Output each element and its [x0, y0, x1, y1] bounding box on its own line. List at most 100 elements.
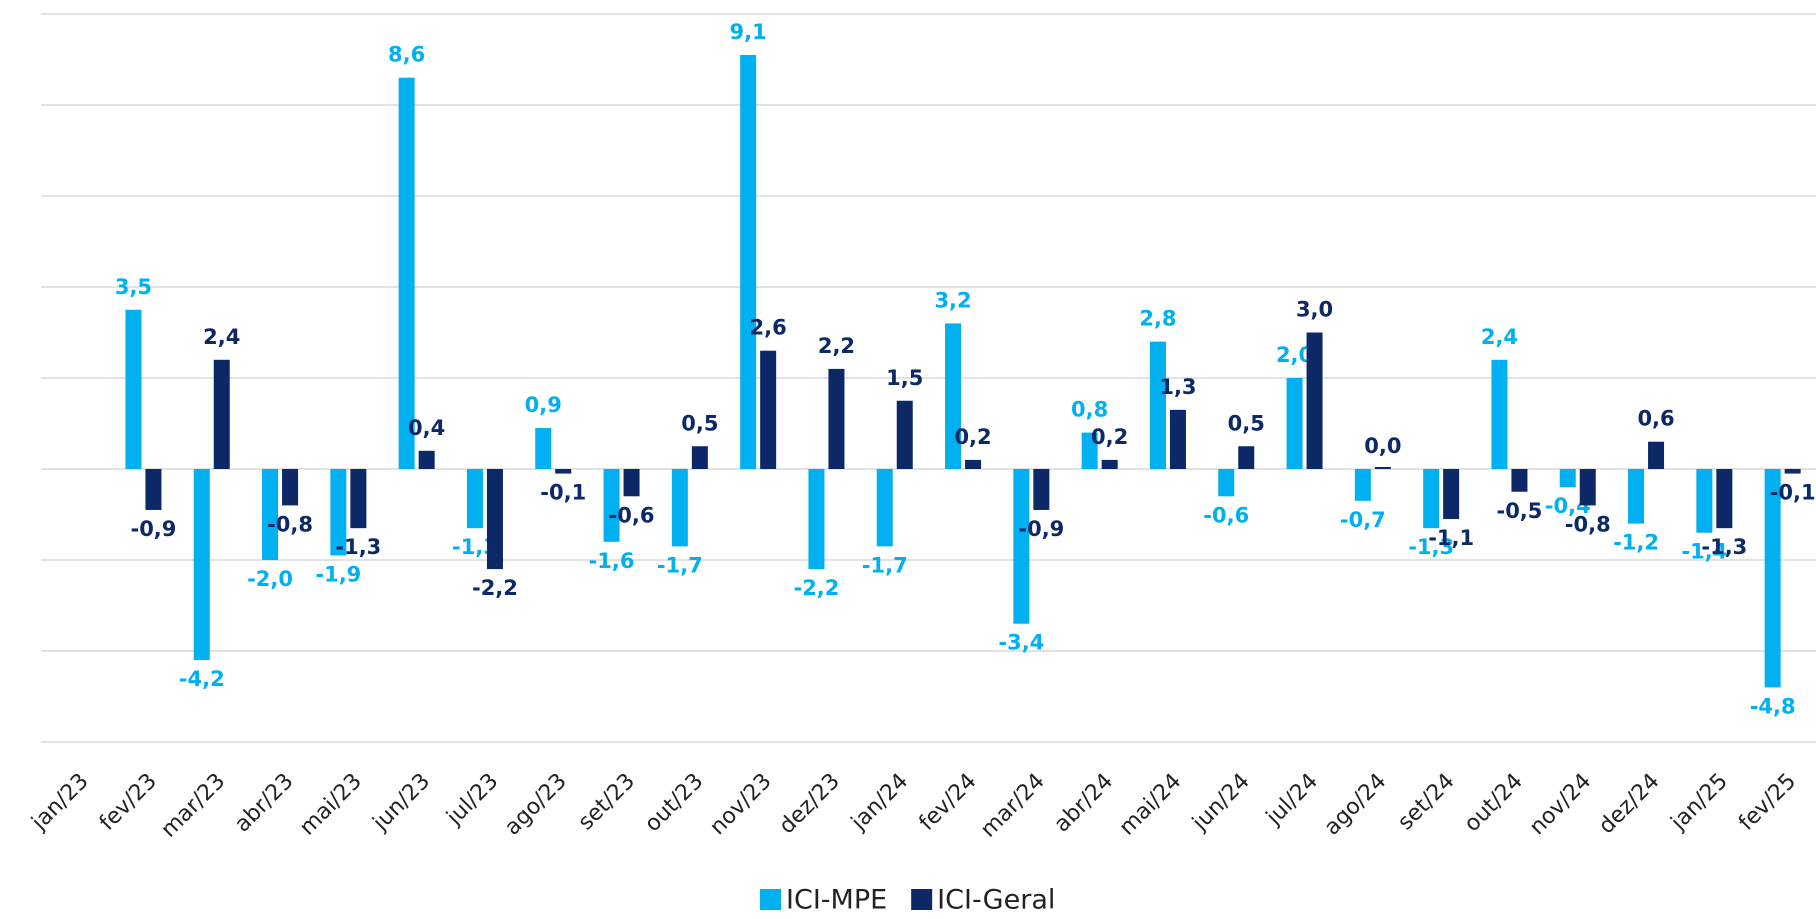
bar	[1716, 469, 1733, 529]
value-label: -0,8	[1565, 512, 1611, 536]
value-label: -0,8	[267, 512, 313, 536]
value-label: -4,8	[1750, 694, 1796, 718]
bar	[1423, 469, 1440, 529]
x-tick-label: jan/23	[26, 769, 93, 836]
value-label: 9,1	[730, 20, 767, 44]
bar	[1579, 469, 1596, 506]
x-tick-label: jul/24	[1261, 769, 1323, 831]
x-tick-label: fev/23	[95, 769, 162, 836]
bar	[1306, 332, 1323, 469]
bar	[896, 400, 913, 469]
bar	[330, 469, 347, 556]
bar	[1101, 459, 1118, 469]
value-label: 1,5	[886, 366, 923, 390]
bar	[1764, 469, 1781, 688]
bar	[760, 350, 777, 469]
bar	[535, 428, 552, 469]
value-label: -0,6	[1203, 503, 1249, 527]
value-label: -0,6	[609, 503, 655, 527]
value-label: 2,4	[203, 325, 240, 349]
bar	[1648, 441, 1665, 469]
value-label: 0,4	[408, 416, 445, 440]
x-tick-label: mai/23	[295, 769, 367, 841]
legend-swatch	[911, 889, 933, 910]
bar	[828, 368, 845, 469]
value-label: -0,7	[1340, 508, 1386, 532]
bar	[1013, 469, 1030, 624]
x-tick-label: ago/24	[1320, 769, 1392, 841]
value-label: -2,2	[793, 576, 839, 600]
bar	[1149, 341, 1166, 469]
value-label: 3,0	[1296, 298, 1333, 322]
value-label: 2,4	[1481, 325, 1518, 349]
value-label: 0,0	[1364, 434, 1401, 458]
value-label: -0,9	[1018, 517, 1064, 541]
value-label: 3,5	[115, 275, 152, 299]
bar	[1696, 469, 1713, 533]
bar	[1238, 446, 1255, 469]
x-tick-label: mai/24	[1115, 769, 1187, 841]
bar	[945, 323, 962, 469]
x-tick-label: jan/25	[1666, 769, 1733, 836]
bar	[740, 54, 757, 469]
bar	[145, 469, 162, 510]
value-label: -1,3	[1408, 535, 1454, 559]
value-label: -2,2	[472, 576, 518, 600]
x-tick-label: ago/23	[500, 769, 572, 841]
bar	[808, 469, 825, 570]
value-label: -1,1	[1428, 526, 1474, 550]
bar	[1784, 469, 1801, 474]
value-label: 0,5	[681, 411, 718, 435]
x-tick-label: out/24	[1460, 769, 1528, 837]
bar	[1628, 469, 1645, 524]
legend-label: ICI-Geral	[937, 885, 1055, 916]
bar	[623, 469, 640, 497]
x-tick-label: dez/23	[775, 769, 845, 839]
bar	[1374, 467, 1391, 469]
legend-swatch	[760, 889, 781, 910]
bar	[262, 469, 279, 560]
x-tick-label: nov/23	[705, 769, 776, 840]
bar	[282, 469, 299, 506]
bar	[555, 469, 572, 474]
value-label: -1,7	[862, 553, 908, 577]
x-tick-label: fev/24	[915, 769, 982, 836]
bar	[398, 77, 415, 469]
value-label: -4,2	[179, 667, 225, 691]
x-tick-label: fev/25	[1734, 769, 1801, 836]
x-tick-label: jan/24	[846, 769, 913, 836]
value-label: -1,3	[1701, 535, 1747, 559]
value-label: 1,3	[1159, 375, 1196, 399]
value-label: 0,2	[1091, 425, 1128, 449]
value-label: 0,8	[1071, 398, 1108, 422]
bar	[671, 469, 688, 547]
bar	[691, 446, 708, 469]
x-tick-label: jun/23	[368, 769, 435, 836]
bar	[1218, 469, 1235, 497]
bar	[603, 469, 620, 542]
bar	[486, 469, 503, 570]
bar	[1559, 469, 1576, 488]
bar	[350, 469, 367, 529]
value-label: -1,4	[1681, 540, 1727, 564]
value-label: 0,2	[954, 425, 991, 449]
x-tick-label: jun/24	[1187, 769, 1254, 836]
bar	[1354, 469, 1371, 501]
value-label: 2,8	[1139, 307, 1176, 331]
x-tick-label: out/23	[640, 769, 708, 837]
bar	[965, 459, 982, 469]
x-tick-label: abr/23	[230, 769, 299, 838]
value-label: 0,5	[1228, 411, 1265, 435]
value-label: 2,6	[750, 316, 787, 340]
value-label: -2,0	[247, 567, 293, 591]
bar	[1491, 359, 1508, 469]
x-tick-label: mar/24	[976, 769, 1050, 843]
value-label: -1,9	[315, 562, 361, 586]
x-tick-label: dez/24	[1594, 769, 1664, 839]
value-label: -0,9	[130, 517, 176, 541]
bar	[193, 469, 210, 661]
bar	[1033, 469, 1050, 510]
x-tick-label: jul/23	[442, 769, 504, 831]
value-label: -1,2	[1613, 531, 1659, 555]
x-tick-label: set/24	[1393, 769, 1459, 835]
